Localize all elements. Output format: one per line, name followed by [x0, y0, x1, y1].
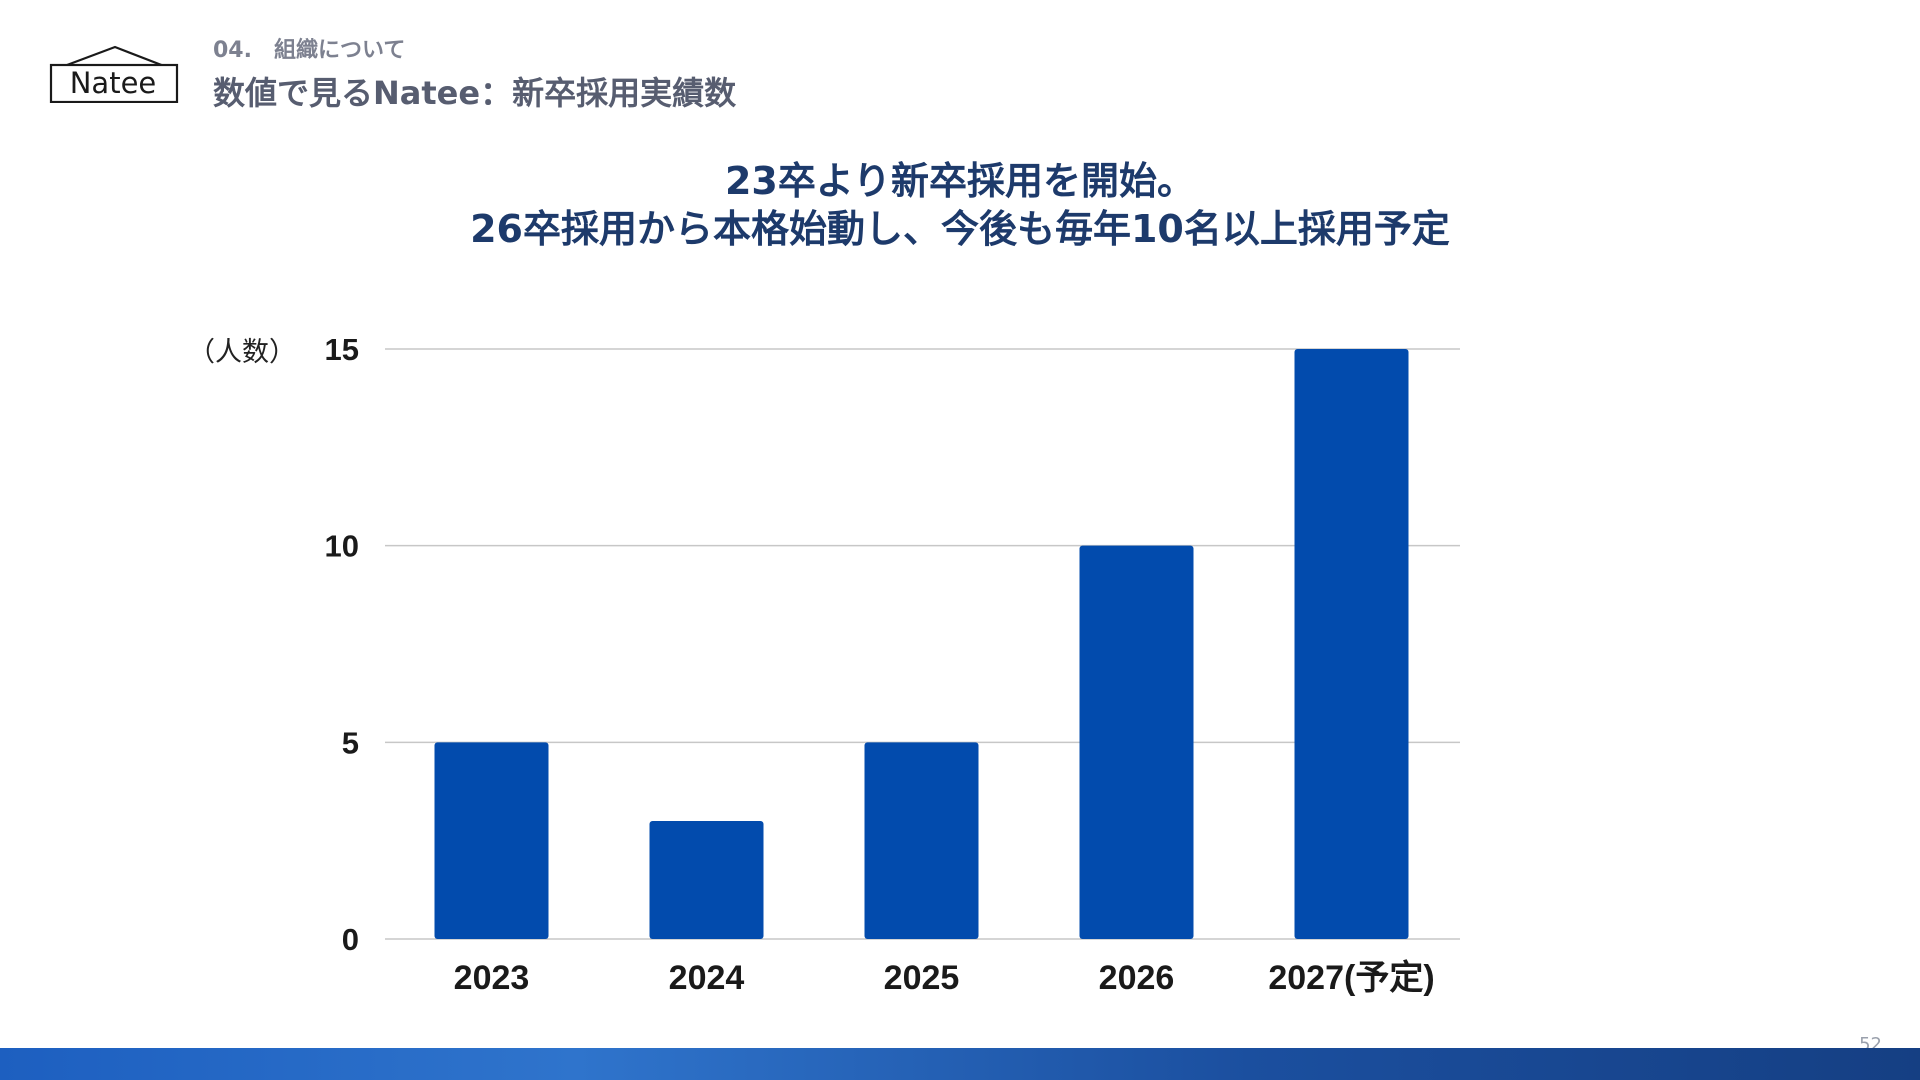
section-number: 04. [213, 38, 252, 63]
y-tick-label: 5 [342, 725, 359, 760]
section-label: 04. 組織について [213, 32, 405, 64]
x-tick-label: 2025 [884, 959, 960, 997]
svg-text:Natee: Natee [70, 66, 157, 100]
headline-line-1: 23卒より新卒採用を開始。 [724, 159, 1196, 203]
headline-line-2: 26卒採用から本格始動し、今後も毎年10名以上採用予定 [470, 207, 1450, 251]
y-tick-label: 10 [325, 529, 359, 564]
bar [1294, 349, 1409, 939]
page-title: 数値で見るNatee：新卒採用実績数 [213, 74, 737, 112]
y-tick-label: 0 [342, 922, 359, 957]
natee-logo: Natee [49, 45, 179, 103]
section-name: 組織について [273, 38, 406, 63]
y-tick-label: 15 [325, 332, 359, 367]
bar [864, 742, 979, 939]
x-tick-label: 2026 [1099, 959, 1175, 997]
bar [1079, 545, 1194, 939]
y-axis-unit-label: （人数） [188, 337, 296, 368]
footer-gradient-bar [0, 1048, 1920, 1080]
x-tick-label: 2023 [454, 959, 530, 997]
bar [649, 821, 764, 939]
x-tick-label: 2024 [669, 959, 745, 997]
x-tick-label: 2027(予定) [1268, 959, 1434, 997]
bar [434, 742, 549, 939]
